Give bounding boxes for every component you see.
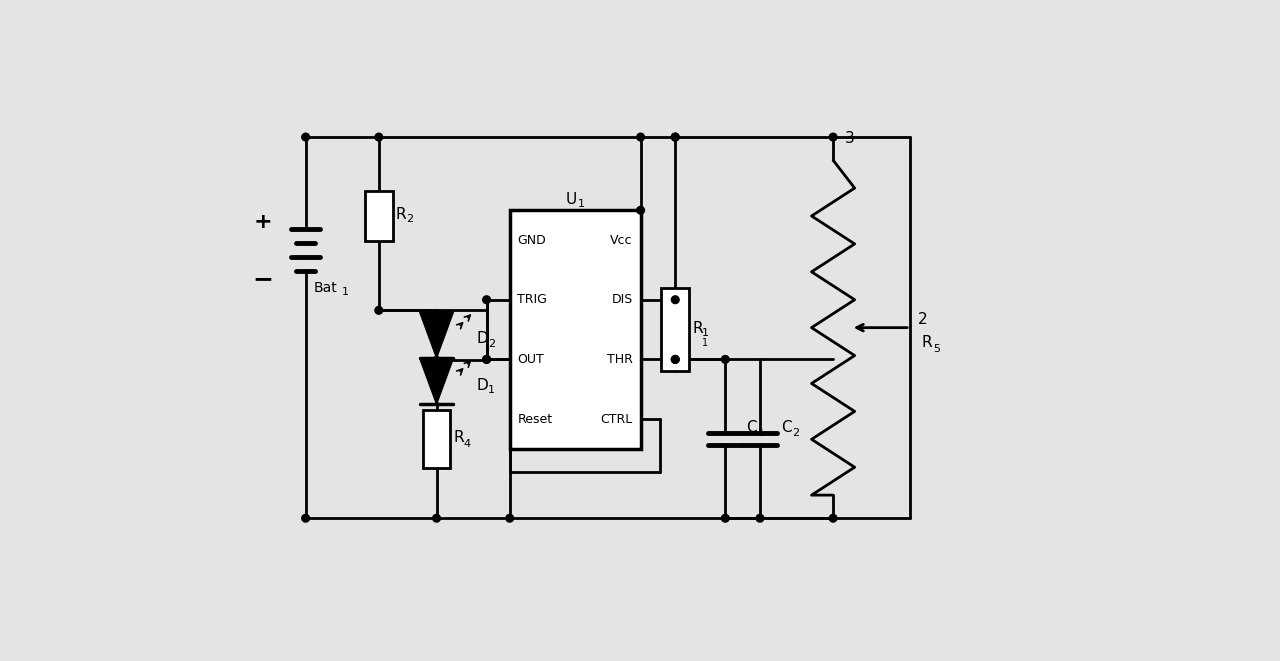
Circle shape	[829, 134, 837, 141]
Circle shape	[672, 134, 680, 141]
Text: C: C	[781, 420, 791, 435]
Text: THR: THR	[607, 353, 632, 366]
Text: 2: 2	[792, 428, 800, 438]
Circle shape	[375, 307, 383, 314]
Circle shape	[302, 514, 310, 522]
Circle shape	[375, 134, 383, 141]
Text: 1: 1	[703, 338, 708, 348]
Text: 1: 1	[342, 287, 349, 297]
Text: 1: 1	[758, 428, 764, 438]
Text: 3: 3	[845, 131, 855, 146]
Text: 2: 2	[406, 214, 413, 225]
Circle shape	[756, 514, 764, 522]
Circle shape	[302, 134, 310, 141]
Bar	[662, 288, 689, 371]
Circle shape	[672, 356, 680, 364]
Text: −: −	[253, 267, 274, 291]
Circle shape	[672, 134, 680, 141]
Circle shape	[433, 356, 440, 364]
Bar	[365, 191, 393, 241]
Text: Vcc: Vcc	[611, 233, 632, 247]
Circle shape	[829, 514, 837, 522]
Polygon shape	[420, 312, 453, 358]
Text: 1: 1	[488, 385, 495, 395]
Bar	[422, 410, 451, 468]
Circle shape	[483, 296, 490, 303]
Circle shape	[672, 356, 680, 364]
Text: R: R	[922, 335, 932, 350]
Circle shape	[483, 356, 490, 364]
Text: GND: GND	[517, 233, 547, 247]
Text: D: D	[476, 331, 489, 346]
Circle shape	[483, 356, 490, 364]
Polygon shape	[420, 358, 453, 405]
Circle shape	[506, 514, 513, 522]
Text: +: +	[253, 212, 273, 232]
Text: Reset: Reset	[517, 412, 553, 426]
Text: R: R	[692, 321, 703, 336]
Text: 2: 2	[488, 339, 495, 349]
Text: U: U	[566, 192, 577, 207]
Text: 4: 4	[463, 438, 471, 449]
Text: R: R	[453, 430, 465, 445]
Text: R: R	[396, 207, 406, 221]
Circle shape	[672, 296, 680, 303]
Circle shape	[722, 514, 730, 522]
Text: C: C	[746, 420, 756, 435]
Text: 2: 2	[918, 313, 928, 327]
Circle shape	[722, 356, 730, 364]
Text: TRIG: TRIG	[517, 293, 548, 306]
Text: 5: 5	[933, 344, 941, 354]
Text: CTRL: CTRL	[600, 412, 632, 426]
Text: DIS: DIS	[612, 293, 632, 306]
Text: OUT: OUT	[517, 353, 544, 366]
Circle shape	[433, 514, 440, 522]
Circle shape	[636, 206, 644, 214]
Circle shape	[636, 134, 644, 141]
Text: 1: 1	[703, 329, 709, 338]
Bar	[509, 210, 640, 449]
Text: D: D	[476, 377, 489, 393]
Text: 1: 1	[579, 199, 585, 209]
Text: Bat: Bat	[314, 281, 337, 295]
